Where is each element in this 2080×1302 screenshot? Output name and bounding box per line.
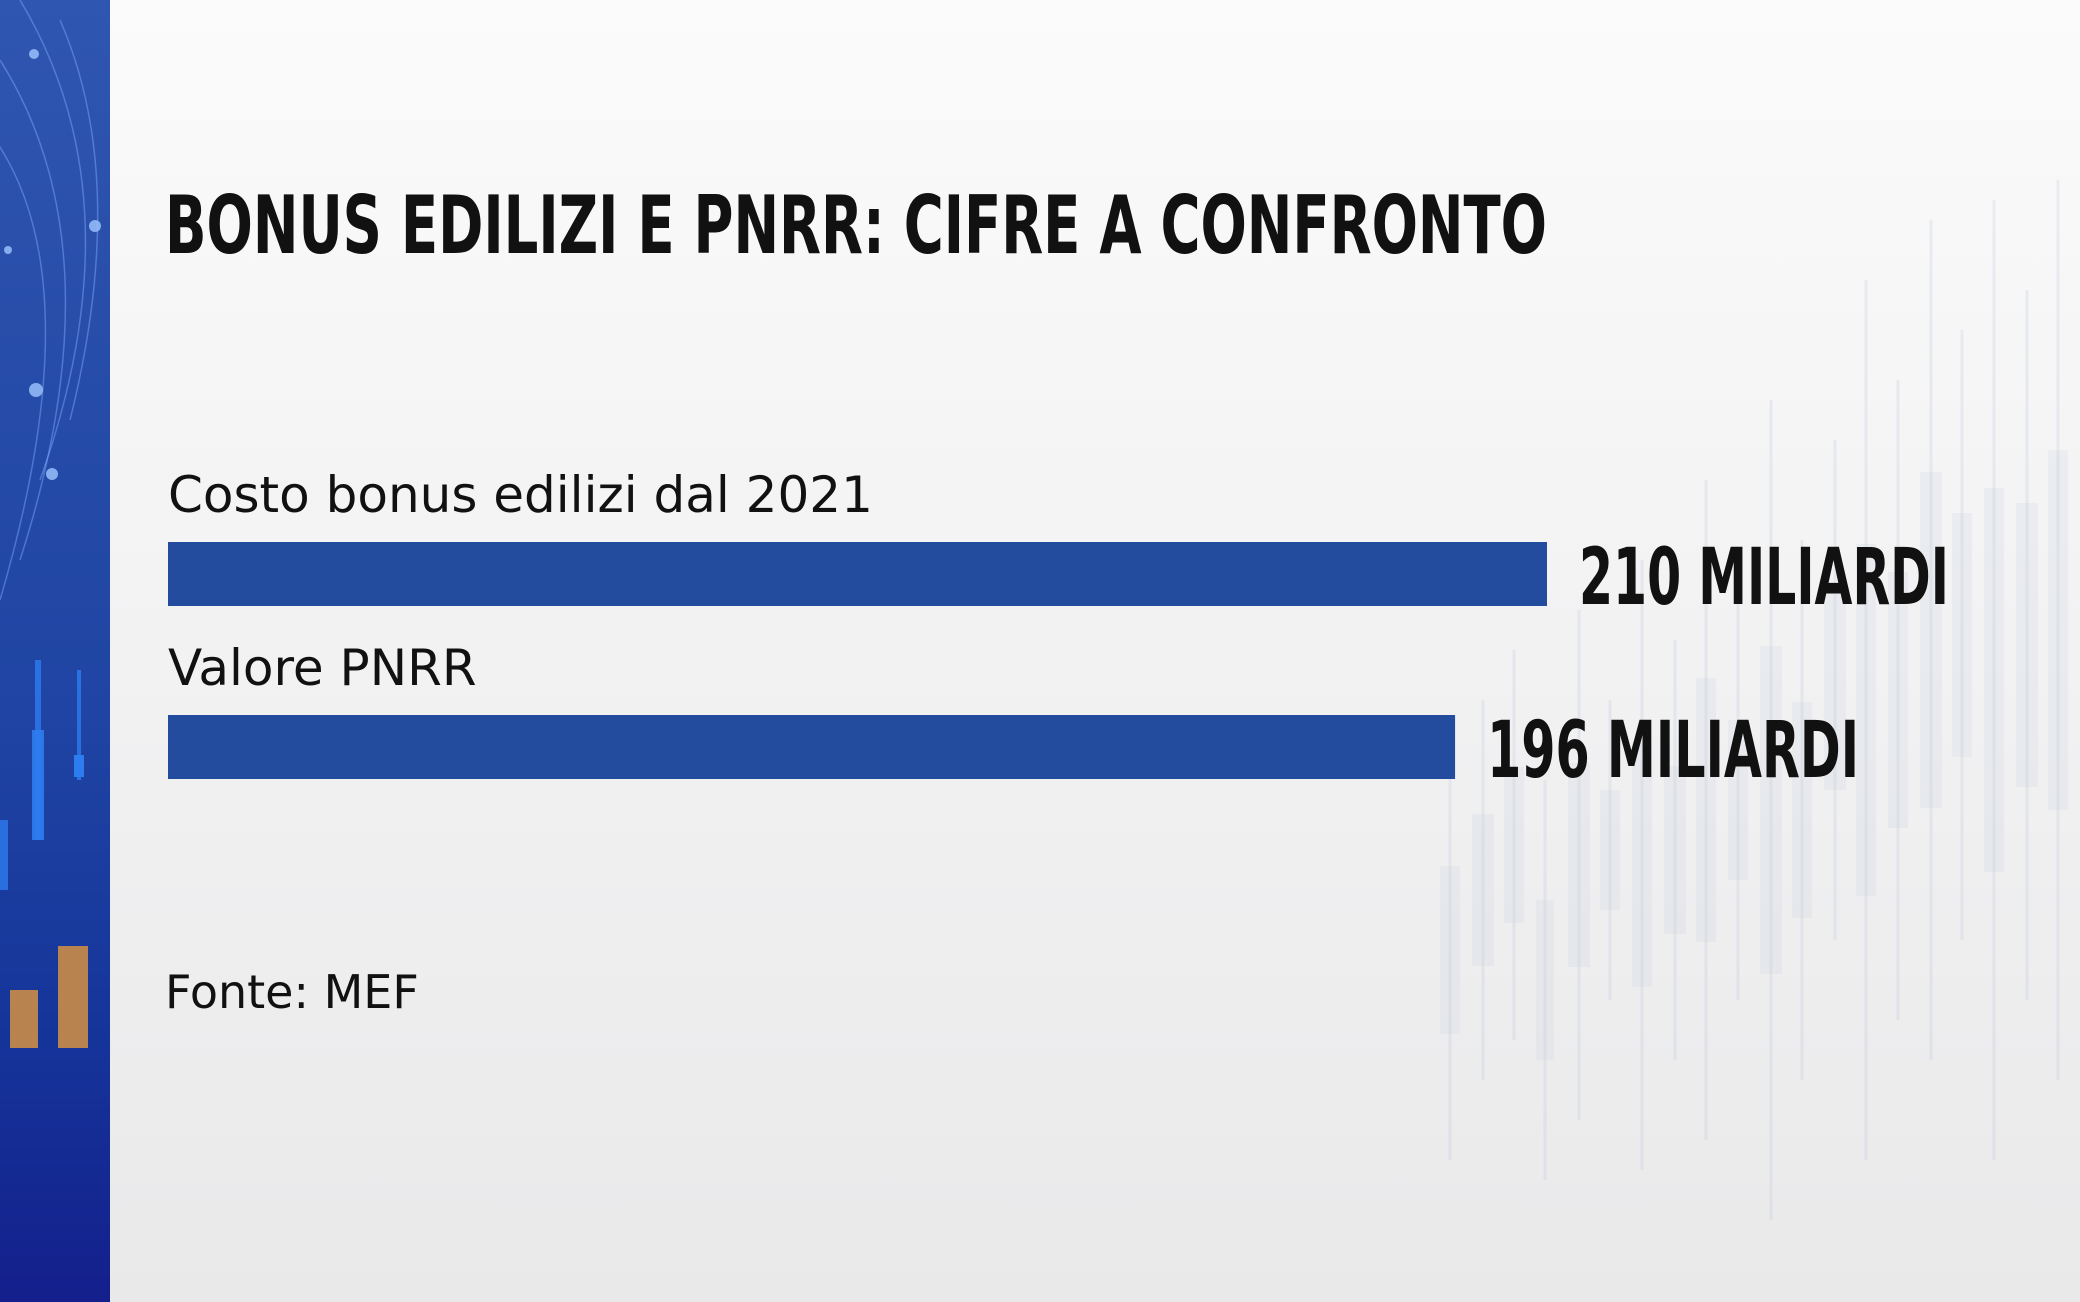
chart-title: BONUS EDILIZI E PNRR: CIFRE A CONFRONTO <box>165 179 1547 272</box>
network-globe-decoration <box>0 0 101 1048</box>
bar <box>168 715 1456 779</box>
category-label: Valore PNRR <box>168 639 477 697</box>
category-label: Costo bonus edilizi dal 2021 <box>168 466 873 524</box>
value-label: 196 MILIARDI <box>1487 706 1859 796</box>
candlestick-background-decoration <box>1440 180 2068 1220</box>
chart-source: Fonte: MEF <box>165 965 419 1019</box>
bar <box>168 542 1547 606</box>
value-label: 210 MILIARDI <box>1579 533 1949 623</box>
left-decorative-band <box>0 0 110 1302</box>
